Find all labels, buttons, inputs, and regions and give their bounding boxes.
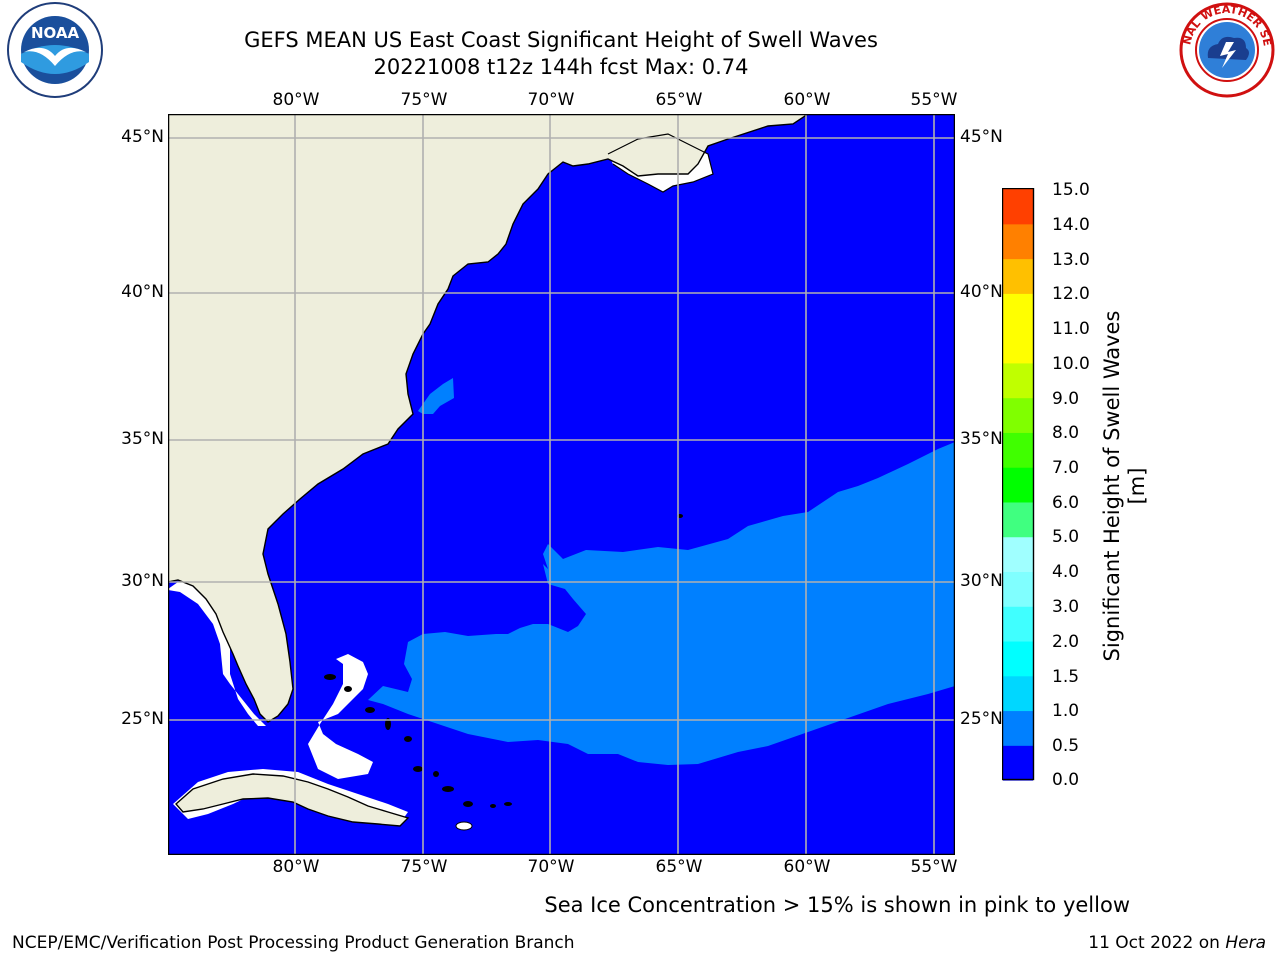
lon-label-top: 70°W bbox=[527, 90, 575, 110]
colorbar-label: Significant Height of Swell Waves [m] bbox=[1100, 310, 1149, 662]
land-north-america bbox=[168, 114, 808, 722]
coastline bbox=[168, 114, 809, 723]
swell-patch-hatteras bbox=[418, 378, 454, 414]
colorbar-tick: 6.0 bbox=[1052, 493, 1080, 513]
lat-label-right: 45°N bbox=[960, 127, 1003, 147]
colorbar-swatch bbox=[1003, 432, 1033, 468]
chart-title: GEFS MEAN US East Coast Significant Heig… bbox=[244, 28, 878, 52]
date-text: 11 Oct 2022 on bbox=[1088, 933, 1226, 953]
lat-label-right: 40°N bbox=[960, 282, 1003, 302]
lon-label-top: 65°W bbox=[655, 90, 703, 110]
colorbar-swatch bbox=[1003, 328, 1033, 364]
date-stamp: 11 Oct 2022 on Hera bbox=[1088, 933, 1266, 953]
colorbar-swatch bbox=[1003, 571, 1033, 607]
coastline-newfoundland bbox=[607, 133, 714, 193]
lat-label-left: 40°N bbox=[121, 282, 164, 302]
colorbar-swatch bbox=[1003, 501, 1033, 538]
lon-label-top: 75°W bbox=[400, 90, 448, 110]
colorbar-swatch bbox=[1003, 606, 1033, 642]
colorbar-swatch bbox=[1003, 710, 1033, 746]
graticule bbox=[168, 114, 955, 855]
lon-label-bottom: 60°W bbox=[783, 857, 831, 877]
lat-label-right: 30°N bbox=[960, 571, 1003, 591]
colorbar-swatch bbox=[1003, 745, 1033, 781]
land-cuba bbox=[176, 774, 408, 826]
map-panel bbox=[168, 114, 955, 855]
colorbar-tick: 5.0 bbox=[1052, 527, 1080, 547]
colorbar-tick: 14.0 bbox=[1052, 215, 1090, 235]
colorbar-tick: 11.0 bbox=[1052, 319, 1090, 339]
colorbar-ticks: 15.0 14.0 13.0 12.0 11.0 10.0 9.0 8.0 7.… bbox=[1040, 178, 1110, 790]
lon-label-bottom: 55°W bbox=[910, 857, 958, 877]
coastline-cuba bbox=[175, 773, 410, 827]
colorbar-swatch bbox=[1003, 189, 1033, 225]
lon-label-bottom: 75°W bbox=[400, 857, 448, 877]
colorbar-tick: 15.0 bbox=[1052, 180, 1090, 200]
swell-region-0.5-1.0 bbox=[368, 442, 955, 765]
colorbar-swatch bbox=[1003, 293, 1033, 329]
colorbar bbox=[1002, 188, 1035, 781]
colorbar-tick: 0.5 bbox=[1052, 736, 1080, 756]
colorbar-tick: 8.0 bbox=[1052, 423, 1080, 443]
lat-label-left: 30°N bbox=[121, 571, 164, 591]
colorbar-swatch bbox=[1003, 258, 1033, 294]
credit-text: NCEP/EMC/Verification Post Processing Pr… bbox=[12, 933, 575, 953]
lat-label-right: 25°N bbox=[960, 709, 1003, 729]
colorbar-tick: 13.0 bbox=[1052, 250, 1090, 270]
colorbar-tick: 1.0 bbox=[1052, 701, 1080, 721]
lat-label-left: 35°N bbox=[121, 429, 164, 449]
colorbar-tick: 4.0 bbox=[1052, 562, 1080, 582]
lat-label-left: 45°N bbox=[121, 127, 164, 147]
colorbar-swatch bbox=[1003, 467, 1033, 503]
lon-label-top: 60°W bbox=[783, 90, 831, 110]
colorbar-swatch bbox=[1003, 397, 1033, 433]
colorbar-tick: 9.0 bbox=[1052, 389, 1080, 409]
colorbar-tick: 12.0 bbox=[1052, 284, 1090, 304]
bahamas-islands bbox=[324, 514, 683, 808]
noaa-logo-text: NOAA bbox=[31, 24, 80, 42]
colorbar-swatch bbox=[1003, 223, 1033, 260]
nws-logo: NATIONAL WEATHER SERVICE bbox=[1176, 2, 1275, 98]
lon-label-bottom: 65°W bbox=[655, 857, 703, 877]
lon-label-top: 55°W bbox=[910, 90, 958, 110]
map-frame bbox=[168, 114, 955, 855]
colorbar-tick: 10.0 bbox=[1052, 354, 1090, 374]
lon-label-bottom: 70°W bbox=[527, 857, 575, 877]
colorbar-swatch bbox=[1003, 536, 1033, 573]
colorbar-tick: 3.0 bbox=[1052, 597, 1080, 617]
noaa-logo: NOAA bbox=[7, 2, 103, 98]
colorbar-tick: 2.0 bbox=[1052, 632, 1080, 652]
colorbar-tick: 7.0 bbox=[1052, 458, 1080, 478]
host-name: Hera bbox=[1225, 933, 1266, 953]
lon-label-bottom: 80°W bbox=[272, 857, 320, 877]
lat-label-right: 35°N bbox=[960, 429, 1003, 449]
lon-label-top: 80°W bbox=[272, 90, 320, 110]
colorbar-swatch bbox=[1003, 640, 1033, 677]
chart-subtitle: 20221008 t12z 144h fcst Max: 0.74 bbox=[373, 55, 749, 79]
sea-ice-note: Sea Ice Concentration > 15% is shown in … bbox=[544, 893, 1130, 917]
turks-caicos-island bbox=[455, 821, 473, 831]
colorbar-tick: 1.5 bbox=[1052, 667, 1080, 687]
colorbar-swatch bbox=[1003, 362, 1033, 399]
colorbar-swatch bbox=[1003, 675, 1033, 712]
nodata-bahamas-west bbox=[308, 654, 373, 779]
colorbar-tick: 0.0 bbox=[1052, 770, 1080, 790]
lat-label-left: 25°N bbox=[121, 709, 164, 729]
